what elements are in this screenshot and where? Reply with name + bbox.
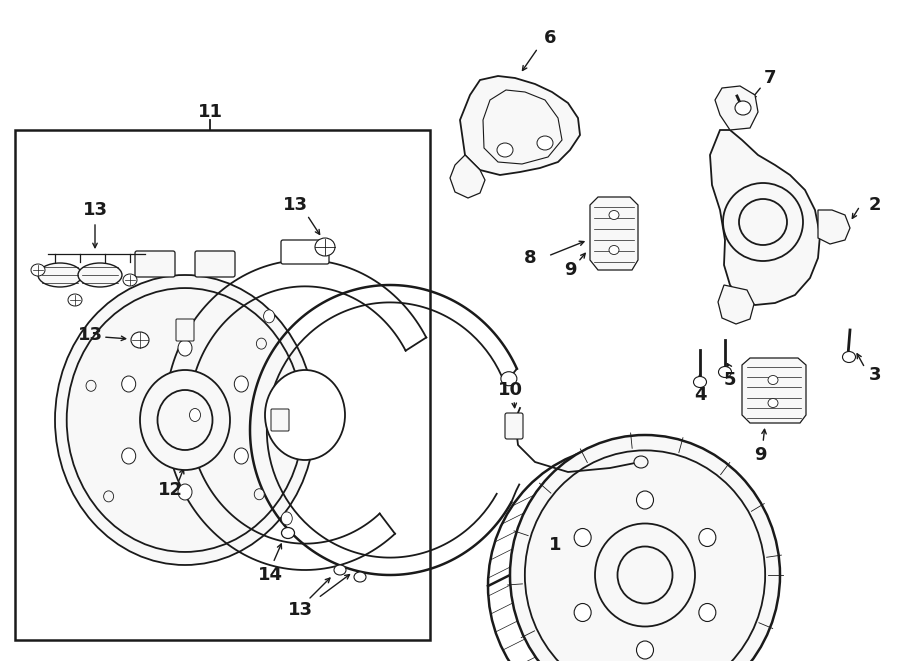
FancyBboxPatch shape bbox=[281, 240, 329, 264]
Bar bbox=[15, 130, 430, 640]
Ellipse shape bbox=[636, 641, 653, 659]
Ellipse shape bbox=[497, 143, 513, 157]
Ellipse shape bbox=[282, 527, 294, 539]
Ellipse shape bbox=[78, 263, 122, 287]
Ellipse shape bbox=[282, 512, 292, 525]
Ellipse shape bbox=[537, 136, 553, 150]
Polygon shape bbox=[710, 130, 820, 305]
Ellipse shape bbox=[140, 370, 230, 470]
Ellipse shape bbox=[354, 572, 366, 582]
Ellipse shape bbox=[768, 375, 778, 385]
Polygon shape bbox=[450, 155, 485, 198]
Ellipse shape bbox=[595, 524, 695, 627]
Ellipse shape bbox=[694, 377, 706, 387]
Ellipse shape bbox=[609, 210, 619, 219]
Text: 3: 3 bbox=[868, 366, 881, 384]
Ellipse shape bbox=[636, 491, 653, 509]
Ellipse shape bbox=[334, 565, 346, 575]
Ellipse shape bbox=[86, 380, 96, 391]
Text: 5: 5 bbox=[724, 371, 736, 389]
Text: 11: 11 bbox=[197, 103, 222, 121]
Ellipse shape bbox=[178, 340, 192, 356]
Ellipse shape bbox=[122, 448, 136, 464]
Ellipse shape bbox=[234, 448, 248, 464]
Text: 14: 14 bbox=[257, 566, 283, 584]
Ellipse shape bbox=[723, 183, 803, 261]
Ellipse shape bbox=[104, 491, 113, 502]
Ellipse shape bbox=[190, 408, 201, 422]
Ellipse shape bbox=[699, 529, 716, 547]
Text: 4: 4 bbox=[694, 386, 706, 404]
Ellipse shape bbox=[617, 547, 672, 603]
Polygon shape bbox=[818, 210, 850, 244]
Ellipse shape bbox=[122, 376, 136, 392]
Polygon shape bbox=[460, 76, 580, 175]
Text: 6: 6 bbox=[544, 29, 556, 47]
Polygon shape bbox=[715, 86, 758, 130]
Ellipse shape bbox=[38, 263, 82, 287]
Text: 1: 1 bbox=[549, 536, 562, 554]
Ellipse shape bbox=[158, 390, 212, 450]
FancyBboxPatch shape bbox=[176, 319, 194, 341]
Ellipse shape bbox=[256, 338, 266, 349]
Ellipse shape bbox=[842, 352, 856, 362]
Ellipse shape bbox=[123, 274, 137, 286]
Ellipse shape bbox=[31, 264, 45, 276]
Ellipse shape bbox=[574, 529, 591, 547]
Text: 12: 12 bbox=[158, 481, 183, 499]
Polygon shape bbox=[742, 358, 806, 423]
Polygon shape bbox=[718, 285, 754, 324]
Ellipse shape bbox=[574, 603, 591, 621]
Ellipse shape bbox=[735, 101, 751, 115]
Ellipse shape bbox=[609, 245, 619, 254]
Ellipse shape bbox=[131, 332, 149, 348]
FancyBboxPatch shape bbox=[195, 251, 235, 277]
Text: 2: 2 bbox=[868, 196, 881, 214]
Polygon shape bbox=[483, 90, 562, 164]
Ellipse shape bbox=[178, 484, 192, 500]
Ellipse shape bbox=[234, 376, 248, 392]
Text: 13: 13 bbox=[83, 201, 107, 219]
Ellipse shape bbox=[699, 603, 716, 621]
Polygon shape bbox=[590, 197, 638, 270]
FancyBboxPatch shape bbox=[505, 413, 523, 439]
Ellipse shape bbox=[718, 366, 732, 377]
Ellipse shape bbox=[634, 456, 648, 468]
Text: 13: 13 bbox=[77, 326, 103, 344]
Text: 9: 9 bbox=[754, 446, 766, 464]
Ellipse shape bbox=[768, 399, 778, 407]
Text: 10: 10 bbox=[498, 381, 523, 399]
Text: 8: 8 bbox=[524, 249, 536, 267]
Text: 7: 7 bbox=[764, 69, 776, 87]
Ellipse shape bbox=[254, 488, 265, 500]
Ellipse shape bbox=[264, 310, 274, 323]
Ellipse shape bbox=[68, 294, 82, 306]
FancyBboxPatch shape bbox=[271, 409, 289, 431]
Ellipse shape bbox=[265, 370, 345, 460]
Ellipse shape bbox=[525, 450, 765, 661]
FancyBboxPatch shape bbox=[135, 251, 175, 277]
Ellipse shape bbox=[501, 371, 517, 386]
Ellipse shape bbox=[510, 435, 780, 661]
Ellipse shape bbox=[315, 238, 335, 256]
Ellipse shape bbox=[67, 288, 303, 552]
Text: 9: 9 bbox=[563, 261, 576, 279]
Text: 13: 13 bbox=[287, 601, 312, 619]
Text: 13: 13 bbox=[283, 196, 308, 214]
Ellipse shape bbox=[55, 275, 315, 565]
Ellipse shape bbox=[739, 199, 787, 245]
